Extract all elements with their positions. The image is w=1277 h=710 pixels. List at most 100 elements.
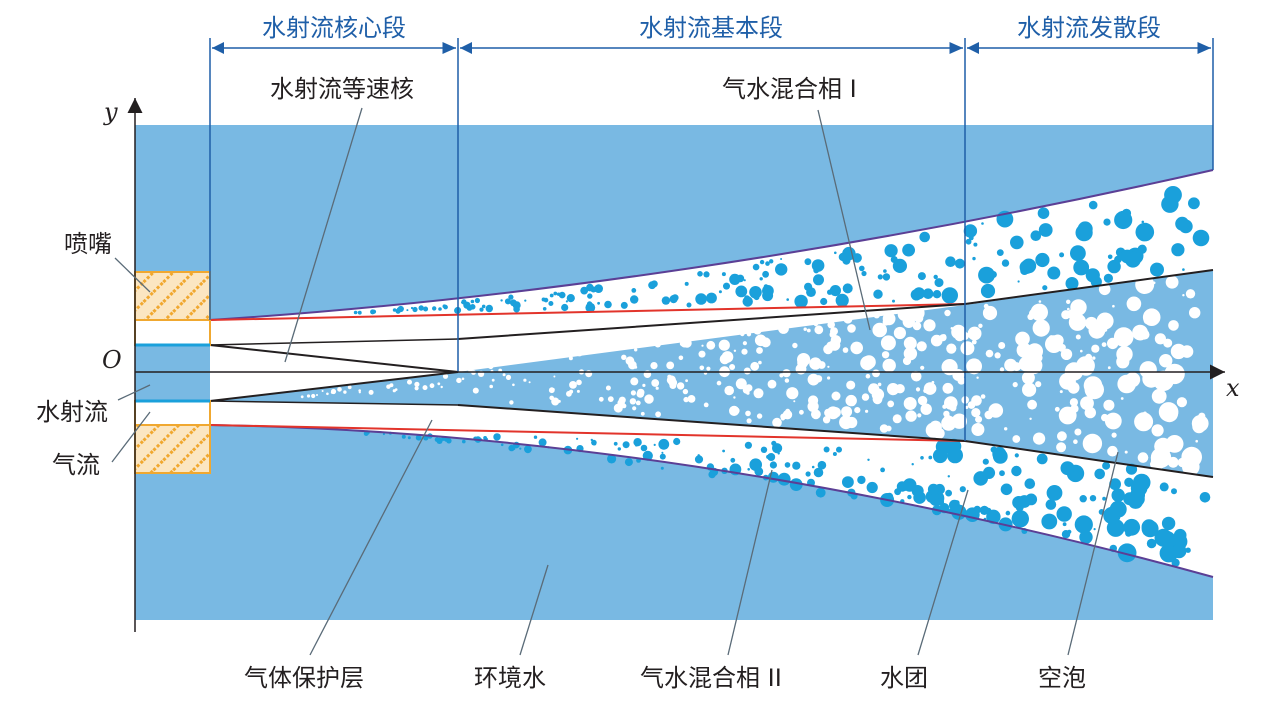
bubble bbox=[470, 342, 475, 346]
bubble bbox=[762, 270, 769, 278]
bubble bbox=[756, 413, 763, 419]
bubble bbox=[805, 471, 811, 477]
bubble bbox=[816, 363, 820, 366]
bubble bbox=[942, 382, 954, 394]
bubble bbox=[1024, 478, 1036, 490]
bubble bbox=[1171, 243, 1185, 257]
bubble bbox=[742, 296, 753, 307]
bubble bbox=[975, 415, 983, 423]
bubble bbox=[721, 272, 726, 277]
bubble bbox=[653, 443, 656, 446]
bubble bbox=[967, 326, 982, 341]
bubble bbox=[629, 398, 637, 405]
bubble bbox=[1170, 343, 1187, 360]
bubble bbox=[659, 453, 666, 460]
bubble bbox=[1152, 281, 1156, 285]
bubble bbox=[679, 341, 686, 347]
bubble bbox=[911, 463, 914, 466]
bubble bbox=[470, 299, 475, 304]
bubble bbox=[941, 287, 958, 304]
bubble bbox=[1109, 478, 1121, 491]
bubble bbox=[540, 357, 544, 361]
bubble bbox=[930, 497, 935, 502]
bubble bbox=[941, 359, 958, 376]
bubble bbox=[500, 443, 504, 447]
bubble bbox=[823, 446, 830, 453]
bubble bbox=[769, 259, 774, 264]
bubble bbox=[1101, 342, 1107, 347]
bubble bbox=[508, 294, 514, 300]
bubble bbox=[813, 467, 824, 478]
bubble bbox=[903, 397, 917, 410]
bubble bbox=[1195, 230, 1206, 241]
label-cavity-bubble: 空泡 bbox=[1038, 664, 1086, 692]
bubble bbox=[847, 324, 856, 333]
bubble bbox=[625, 335, 631, 340]
bubble bbox=[981, 222, 984, 225]
bubble bbox=[944, 396, 958, 410]
bubble bbox=[434, 356, 440, 361]
bubble bbox=[1059, 252, 1065, 258]
leader-cavity-bubble bbox=[1067, 451, 1119, 656]
leader-ambient-water bbox=[519, 564, 549, 656]
label-gas-water-mix-1: 气水混合相 I bbox=[722, 75, 857, 103]
bubble bbox=[741, 348, 748, 355]
bubble bbox=[661, 296, 671, 305]
bubble bbox=[634, 365, 638, 369]
bubble bbox=[743, 367, 751, 375]
bubble bbox=[1182, 268, 1185, 271]
bubble bbox=[954, 500, 960, 506]
bubble bbox=[706, 292, 717, 304]
bubble bbox=[850, 341, 863, 355]
bubble bbox=[699, 365, 705, 371]
bubble bbox=[971, 423, 985, 436]
bubble bbox=[1067, 307, 1070, 311]
bubble bbox=[407, 379, 412, 385]
bubble bbox=[586, 301, 593, 307]
air-channel-lower bbox=[134, 400, 211, 426]
bubble bbox=[917, 413, 922, 418]
bubble bbox=[396, 307, 400, 311]
bubble bbox=[762, 339, 769, 346]
bubble bbox=[1060, 348, 1073, 360]
bubble bbox=[784, 378, 790, 383]
bubble bbox=[619, 402, 622, 405]
bubble bbox=[965, 238, 972, 245]
bubble bbox=[1041, 513, 1058, 530]
bubble bbox=[835, 293, 849, 307]
bubble bbox=[1025, 493, 1038, 506]
bubble bbox=[514, 341, 519, 346]
leader-water-cluster bbox=[917, 489, 969, 656]
bubble bbox=[1021, 371, 1035, 385]
bubble bbox=[685, 379, 688, 383]
bubble bbox=[446, 438, 452, 444]
bubble bbox=[1073, 259, 1090, 276]
bubble bbox=[694, 455, 704, 464]
bubble bbox=[429, 383, 435, 389]
bubble bbox=[412, 306, 418, 313]
bubble bbox=[502, 373, 506, 377]
bubble bbox=[644, 394, 654, 404]
bubble bbox=[971, 339, 977, 345]
bubble bbox=[742, 341, 748, 346]
bubble bbox=[1037, 207, 1050, 219]
bubble bbox=[746, 391, 750, 395]
bubble bbox=[337, 387, 342, 392]
bubble bbox=[780, 416, 786, 421]
bubble bbox=[959, 486, 966, 493]
bubble bbox=[602, 337, 611, 347]
bubble bbox=[965, 507, 980, 522]
leader-air-flow bbox=[111, 411, 151, 463]
bubble bbox=[860, 356, 875, 371]
bubble bbox=[1059, 344, 1066, 351]
bubble bbox=[410, 306, 414, 310]
bubble bbox=[538, 438, 547, 447]
bubble bbox=[469, 304, 476, 310]
bubble bbox=[1134, 412, 1154, 432]
bubble bbox=[677, 333, 684, 340]
bubble bbox=[568, 356, 573, 361]
bubble bbox=[831, 391, 841, 401]
bubble bbox=[1070, 299, 1087, 316]
bubble bbox=[872, 322, 887, 338]
bubble bbox=[543, 297, 549, 303]
